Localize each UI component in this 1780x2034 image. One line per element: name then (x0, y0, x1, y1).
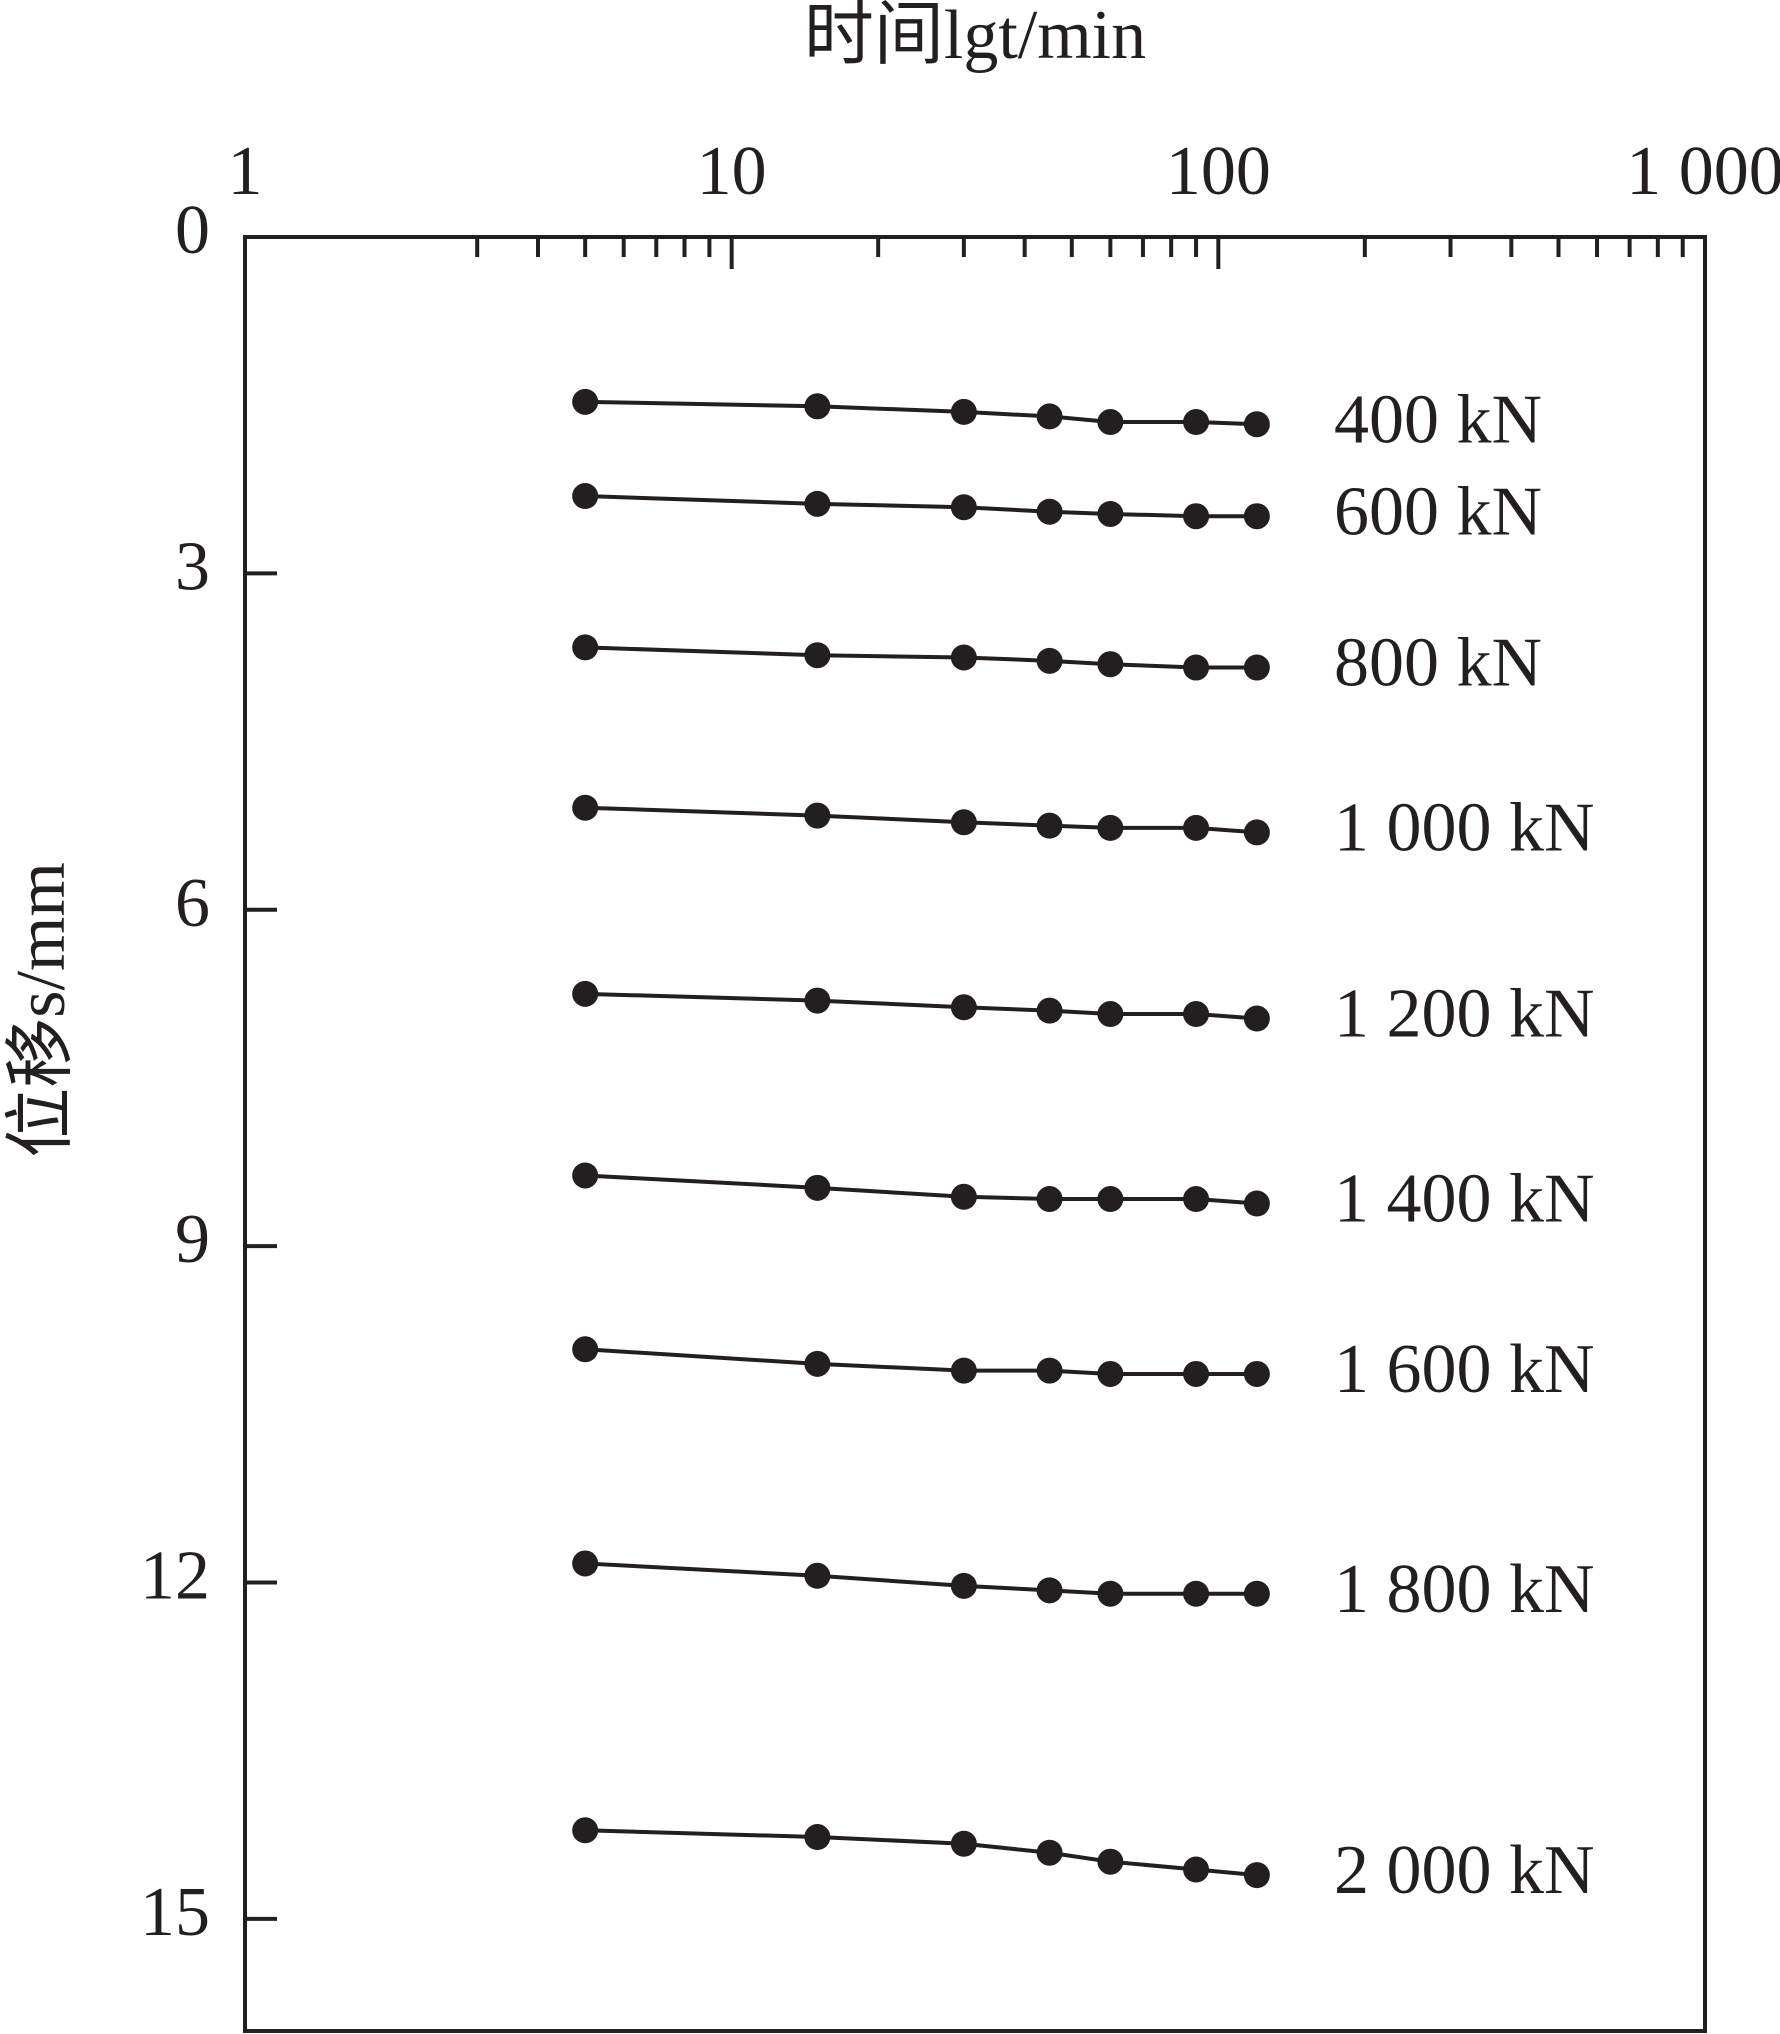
data-point (572, 980, 599, 1007)
series-line (585, 645, 1257, 670)
series-line (585, 991, 1258, 1021)
y-tick-label: 12 (140, 1538, 210, 1615)
data-point (804, 1350, 831, 1377)
data-point (1243, 1005, 1270, 1032)
data-point (950, 994, 977, 1021)
data-point (572, 794, 599, 821)
data-point (1097, 500, 1124, 527)
series-label: 1 600 kN (1334, 1331, 1595, 1408)
data-point (1036, 1186, 1063, 1213)
y-axis-label: 位移s/mm (3, 862, 80, 1158)
data-point (1183, 654, 1210, 681)
data-point (1183, 1856, 1210, 1883)
data-point (950, 1572, 977, 1599)
data-point (572, 1162, 599, 1189)
series-line (585, 494, 1257, 519)
data-point (804, 1824, 831, 1851)
data-point (1243, 503, 1270, 530)
data-point (950, 809, 977, 836)
data-point (950, 1357, 977, 1384)
series-line (585, 805, 1258, 835)
data-point (1243, 654, 1270, 681)
series-label: 800 kN (1334, 625, 1542, 702)
data-point (1036, 403, 1063, 430)
data-point (1097, 1580, 1124, 1607)
data-point (950, 1183, 977, 1210)
data-point (1243, 1580, 1270, 1607)
data-point (572, 1336, 599, 1363)
series-line (585, 399, 1257, 427)
series-label: 1 800 kN (1334, 1551, 1595, 1628)
data-point (1097, 651, 1124, 678)
data-point (572, 634, 599, 661)
data-point (1183, 1001, 1210, 1028)
series-label: 1 200 kN (1334, 976, 1595, 1053)
series-label: 1 000 kN (1334, 789, 1595, 866)
y-tick-label: 0 (175, 192, 210, 269)
data-point (1097, 1001, 1124, 1028)
data-point (572, 483, 599, 510)
data-point (1243, 1360, 1270, 1387)
data-point (804, 802, 831, 829)
data-point (1183, 814, 1210, 841)
series-line (585, 1347, 1257, 1376)
chart-title: 时间lgt/min (804, 0, 1146, 74)
data-point (950, 398, 977, 425)
series-line (585, 1173, 1258, 1206)
y-tick-label: 9 (175, 1201, 210, 1278)
data-point (804, 987, 831, 1014)
data-point (1097, 409, 1124, 436)
data-point (1036, 1839, 1063, 1866)
series-label: 1 400 kN (1334, 1161, 1595, 1238)
data-point (572, 1817, 599, 1844)
data-point (1097, 814, 1124, 841)
x-tick-label: 100 (1166, 133, 1271, 210)
data-point (1097, 1360, 1124, 1387)
data-point (950, 1830, 977, 1857)
x-tick-label: 1 (228, 133, 263, 210)
series-label: 400 kN (1334, 381, 1542, 458)
plot-frame (243, 235, 1707, 2033)
data-point (1183, 1186, 1210, 1213)
data-point (1243, 1190, 1270, 1217)
y-tick-label: 6 (175, 865, 210, 942)
data-point (1183, 1360, 1210, 1387)
data-point (1183, 409, 1210, 436)
x-tick-label: 10 (697, 133, 767, 210)
data-point (1243, 819, 1270, 846)
data-point (804, 1174, 831, 1201)
data-point (804, 1562, 831, 1589)
series-label: 600 kN (1334, 473, 1542, 550)
data-point (1097, 1186, 1124, 1213)
data-point (572, 1550, 599, 1577)
y-tick-label: 3 (175, 528, 210, 605)
data-point (1036, 1357, 1063, 1384)
data-point (1243, 411, 1270, 438)
data-point (950, 644, 977, 671)
series-line (585, 1561, 1257, 1596)
data-point (572, 388, 599, 415)
data-point (1243, 1862, 1270, 1889)
data-point (1036, 647, 1063, 674)
x-tick-label: 1 000 (1626, 133, 1780, 210)
data-point (1183, 1580, 1210, 1607)
data-point (804, 490, 831, 517)
series-label: 2 000 kN (1334, 1832, 1595, 1909)
y-tick-label: 15 (140, 1874, 210, 1951)
data-point (804, 642, 831, 669)
data-point (1036, 997, 1063, 1024)
data-point (1036, 498, 1063, 525)
data-point (1097, 1848, 1124, 1875)
series-line (585, 1828, 1258, 1878)
data-point (1036, 812, 1063, 839)
data-point (1183, 503, 1210, 530)
data-point (950, 494, 977, 521)
data-point (1036, 1577, 1063, 1604)
data-point (804, 393, 831, 420)
